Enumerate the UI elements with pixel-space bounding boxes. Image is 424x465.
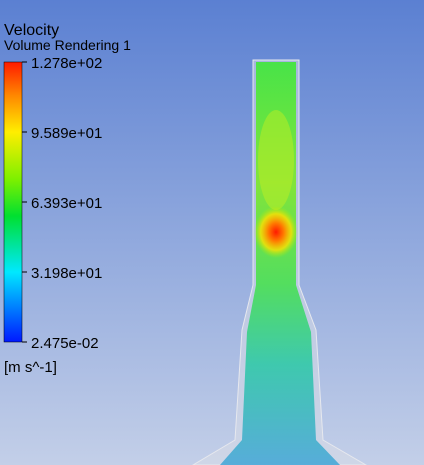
tick-label: 3.198e+01 xyxy=(31,265,102,282)
velocity-peak xyxy=(254,206,298,258)
legend-title: Velocity xyxy=(4,22,59,39)
tick-label: 6.393e+01 xyxy=(31,195,102,212)
legend-subtitle: Volume Rendering 1 xyxy=(4,37,131,53)
color-bar xyxy=(3,61,23,343)
tick-label: 1.278e+02 xyxy=(31,55,102,72)
tick-labels: 1.278e+02 9.589e+01 6.393e+01 3.198e+01 2.47… xyxy=(22,55,102,352)
legend-unit: [m s^-1] xyxy=(4,359,57,376)
velocity-volume xyxy=(220,62,340,465)
tick-label: 2.475e-02 xyxy=(31,335,99,352)
velocity-region xyxy=(258,110,294,210)
tick-label: 9.589e+01 xyxy=(31,125,102,142)
